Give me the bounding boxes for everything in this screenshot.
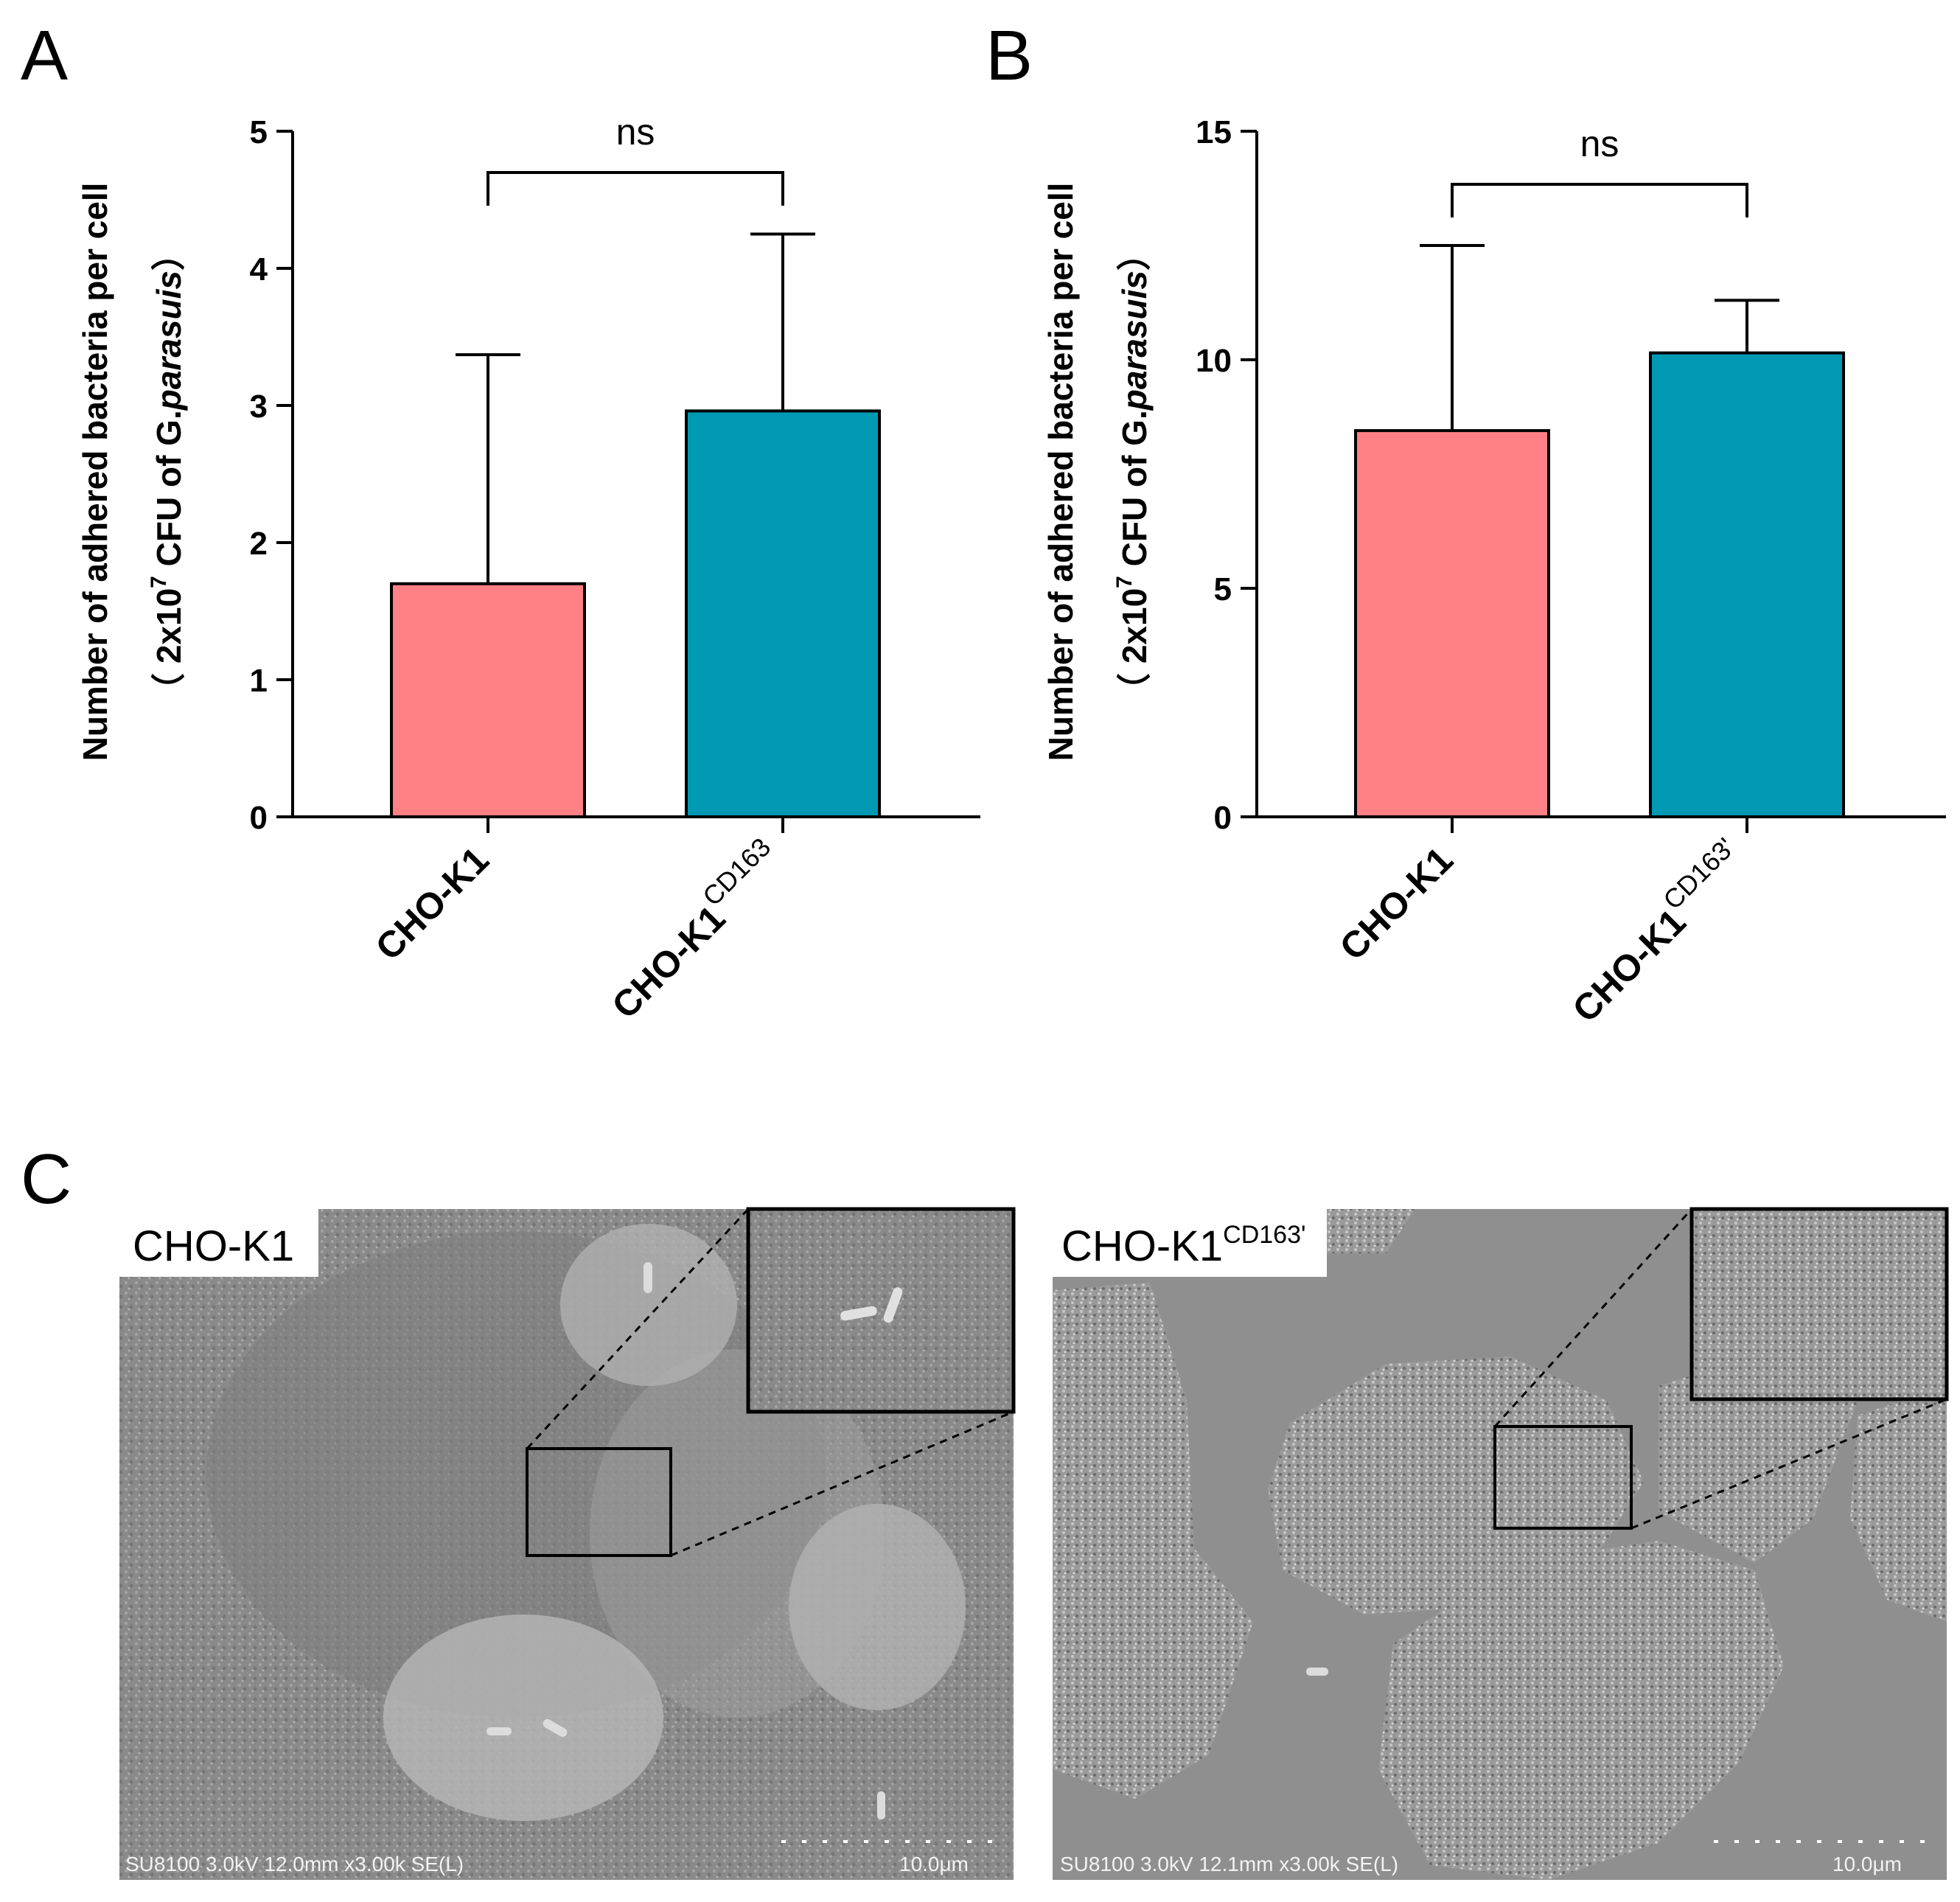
y-tick-label: 1	[250, 663, 268, 699]
zoom-box	[526, 1447, 672, 1557]
x-tick-label: CHO-K1CD163	[596, 832, 791, 1026]
bacterium	[644, 1262, 652, 1293]
y-tick-label: 0	[250, 800, 268, 836]
x-tick-label: CHO-K1CD163'	[1558, 832, 1756, 1030]
bar	[1354, 429, 1550, 818]
bacterium	[877, 1791, 885, 1819]
sem-image-footer: SU8100 3.0kV 12.0mm x3.00k SE(L)	[125, 1853, 464, 1875]
zoom-inset	[746, 1207, 1016, 1414]
y-tick-label: 0	[1214, 800, 1232, 836]
panel-letter-c: C	[21, 1140, 72, 1219]
significance-bracket	[1451, 183, 1748, 217]
y-tick-label: 5	[1214, 571, 1232, 607]
scale-bar-label: 10.0μm	[1832, 1853, 1902, 1875]
zoom-box	[1493, 1425, 1633, 1530]
y-tick-label: 2	[250, 526, 268, 562]
zoom-guide-line	[526, 1208, 750, 1450]
scale-bar-label: 10.0μm	[899, 1853, 969, 1875]
zoom-guide-line	[1493, 1208, 1693, 1428]
cell-shape	[1378, 1541, 1784, 1880]
bare-substrate	[789, 1504, 966, 1710]
bare-substrate	[560, 1224, 737, 1386]
label-box	[1053, 1209, 1327, 1277]
bacterium	[543, 1719, 568, 1737]
panel-letter-b: B	[986, 16, 1033, 95]
bare-substrate	[383, 1614, 663, 1821]
x-tick-label: CHO-K1	[1332, 839, 1461, 968]
y-axis-title: Number of adhered bacteria per cell （ 2x…	[76, 183, 188, 762]
y-tick-label: 10	[1196, 343, 1232, 379]
zoom-guide-line	[1631, 1398, 1947, 1530]
cell-shape	[1268, 1356, 1644, 1614]
zoom-inset	[1689, 1207, 1949, 1401]
cell-shape	[1850, 1386, 1947, 1622]
y-tick-label: 4	[250, 251, 268, 288]
y-tick-label: 3	[250, 389, 268, 425]
label-box	[119, 1209, 318, 1277]
sem-image-label: CHO-K1	[133, 1222, 294, 1270]
x-tick-label: CHO-K1	[368, 839, 497, 968]
y-axis-title: Number of adhered bacteria per cell （ 2x…	[1042, 183, 1154, 762]
cell-shape	[1053, 1283, 1253, 1799]
bacterium	[840, 1306, 877, 1321]
bar	[685, 409, 881, 818]
y-axis-title-line2: （ 2x107 CFU of G.parasuis）	[147, 237, 188, 707]
zoom-guide-line	[670, 1410, 1014, 1557]
significance-bracket	[486, 171, 784, 206]
bacterium	[883, 1287, 903, 1323]
bar	[390, 582, 586, 818]
y-axis-title-line1: Number of adhered bacteria per cell	[1042, 183, 1080, 762]
sem-image-footer: SU8100 3.0kV 12.1mm x3.00k SE(L)	[1060, 1853, 1398, 1875]
significance-label: ns	[1580, 123, 1619, 164]
y-tick-label: 5	[250, 114, 268, 150]
chart-b: Number of adhered bacteria per cell （ 2x…	[1042, 114, 1946, 1030]
y-tick-label: 15	[1196, 114, 1232, 150]
bacterium	[1306, 1668, 1328, 1676]
panel-letter-a: A	[21, 16, 68, 95]
sem-image-cho-k1: CHO-K1 SU8100 3.0kV 12.0mm x3.00k SE(L) …	[119, 1207, 1016, 1880]
y-axis-title-line1: Number of adhered bacteria per cell	[76, 183, 114, 762]
bar	[1649, 351, 1845, 818]
cell-shape	[1319, 1209, 1415, 1253]
sem-image-label: CHO-K1CD163'	[1061, 1221, 1305, 1270]
chart-a: Number of adhered bacteria per cell （ 2x…	[76, 111, 980, 1027]
bacterium	[486, 1727, 512, 1735]
significance-label: ns	[616, 111, 655, 153]
sem-image-cho-k1-cd163: CHO-K1CD163' SU8100 3.0kV 12.1mm x3.00k …	[1053, 1207, 1949, 1880]
y-axis-title-line2: （ 2x107 CFU of G.parasuis）	[1112, 237, 1154, 707]
